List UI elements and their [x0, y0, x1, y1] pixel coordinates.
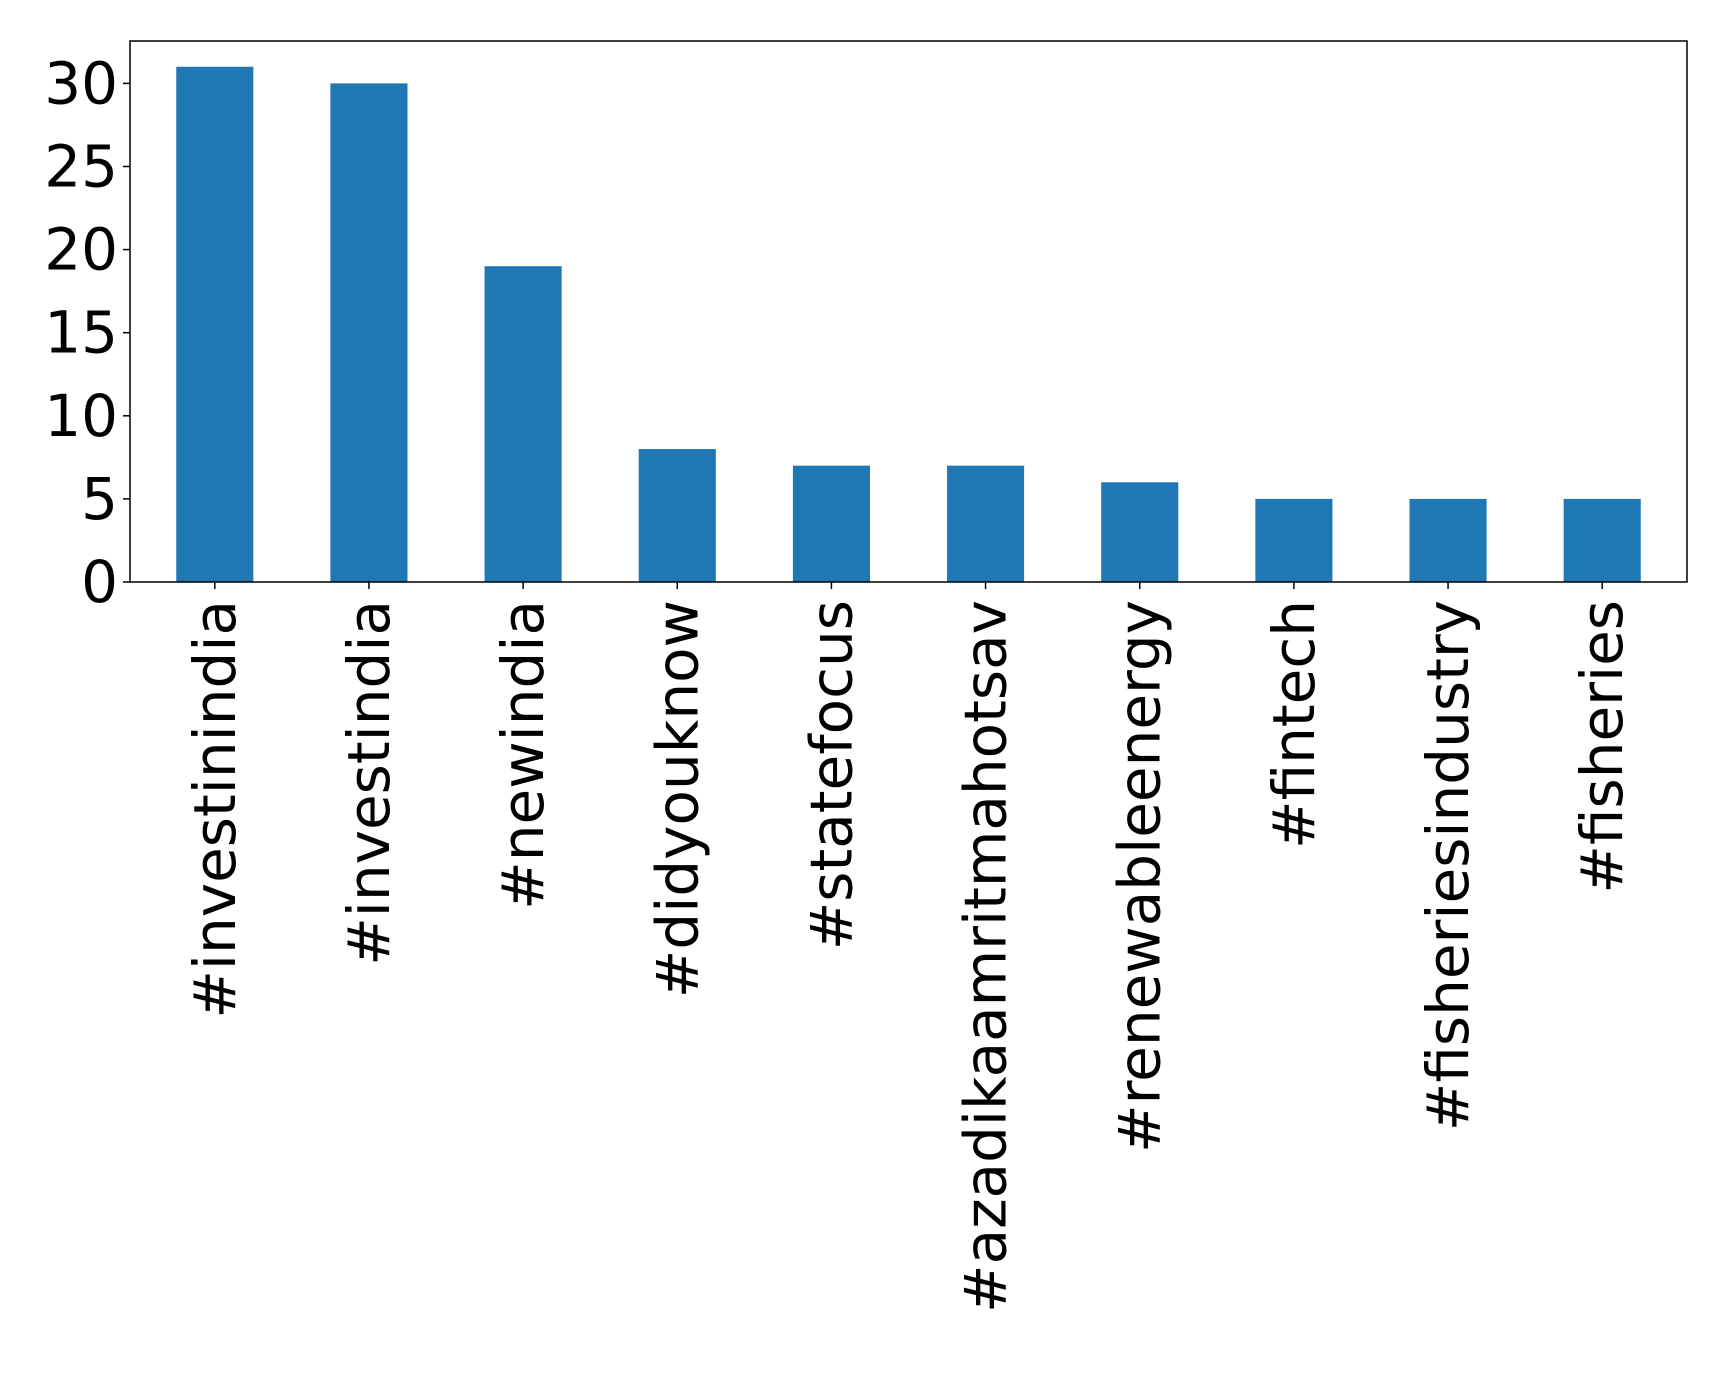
y-tick-label: 25 — [44, 132, 118, 200]
x-tick-label: #statefocus — [797, 600, 865, 950]
y-tick-label: 0 — [81, 548, 118, 616]
x-axis-ticks: #investinindia #investindia #newindia #didy… — [181, 582, 1636, 1313]
y-tick-label: 20 — [44, 216, 118, 284]
x-tick-label: #didyouknow — [643, 600, 711, 998]
bar-investinindia — [176, 66, 254, 582]
bar-renewableenergy — [1101, 482, 1179, 582]
bar-newindia — [484, 266, 562, 582]
bar-azadikaamritmahotsav — [947, 465, 1025, 582]
bar-investindia — [330, 83, 408, 582]
y-tick-label: 30 — [44, 49, 118, 117]
bar-didyouknow — [638, 449, 716, 582]
bar-fintech — [1255, 498, 1333, 582]
bar-fisheriesindustry — [1409, 498, 1487, 582]
x-tick-label: #fintech — [1260, 600, 1328, 849]
y-axis-ticks: 0 5 10 15 20 25 30 — [44, 49, 130, 616]
y-tick-label: 15 — [44, 299, 118, 367]
x-tick-label: #azadikaamritmahotsav — [952, 600, 1020, 1313]
bar-fisheries — [1563, 498, 1641, 582]
bar-statefocus — [792, 465, 870, 582]
bars-group — [176, 66, 1641, 582]
x-tick-label: #investinindia — [181, 600, 249, 1019]
x-tick-label: #fisheries — [1568, 600, 1636, 894]
x-tick-label: #investindia — [335, 600, 403, 966]
y-tick-label: 5 — [81, 465, 118, 533]
plot-frame — [129, 40, 1688, 583]
y-tick-label: 10 — [44, 382, 118, 450]
x-tick-label: #fisheriesindustry — [1414, 600, 1482, 1131]
x-tick-label: #renewableenergy — [1106, 600, 1174, 1153]
x-tick-label: #newindia — [489, 600, 557, 910]
